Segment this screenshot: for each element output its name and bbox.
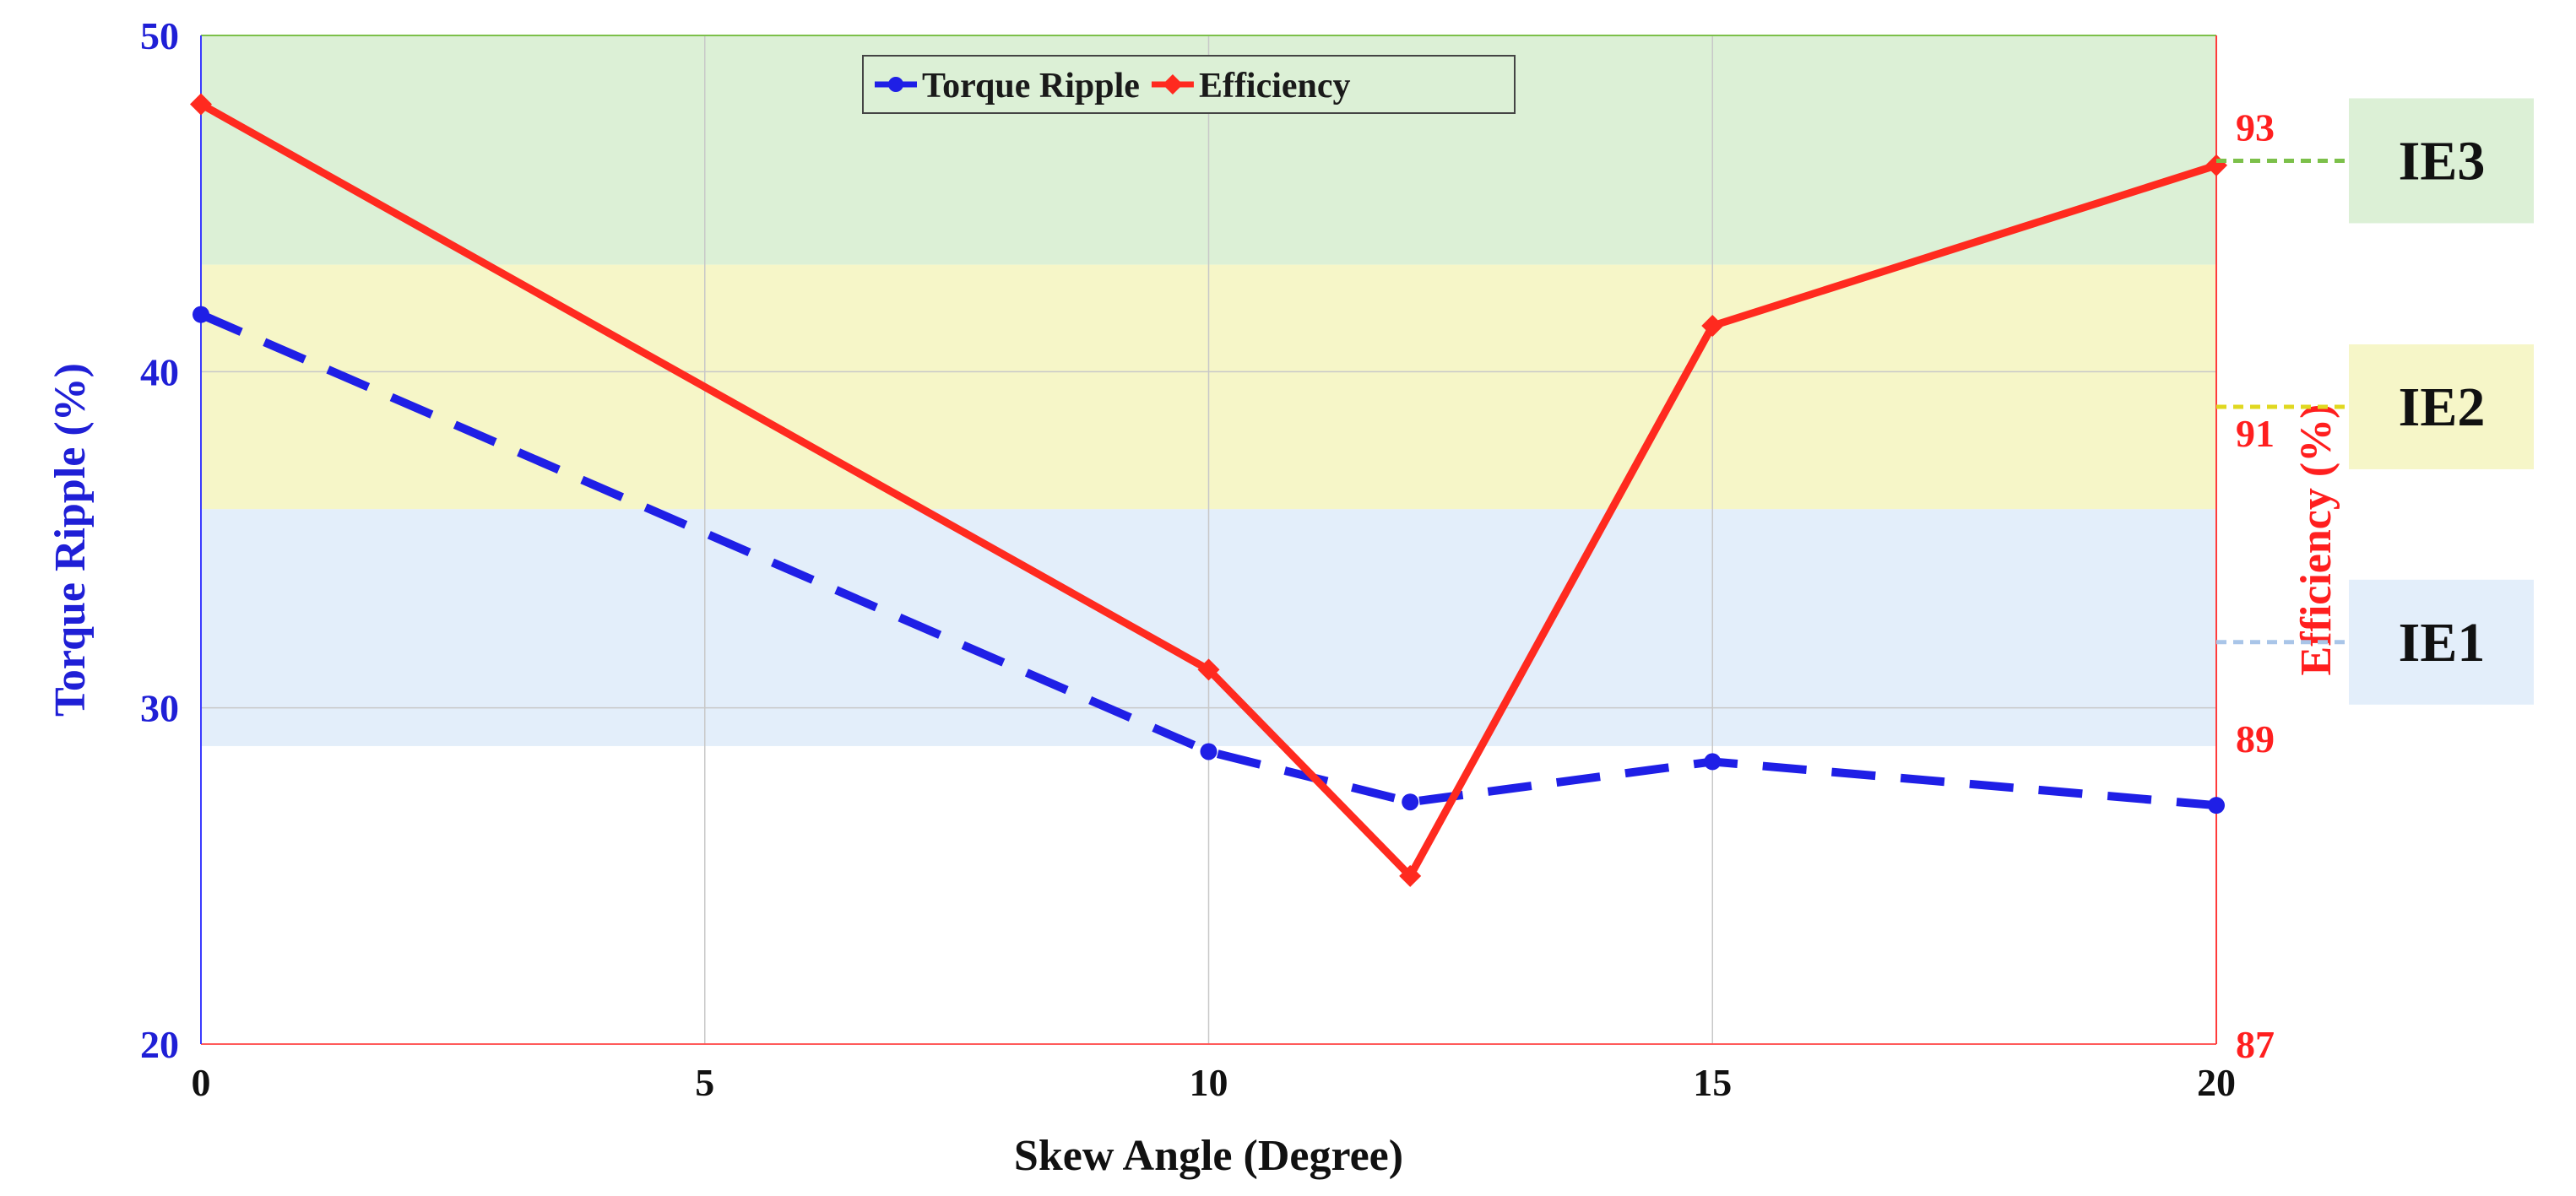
torque-ripple-point xyxy=(193,306,209,323)
x-axis-title: Skew Angle (Degree) xyxy=(1014,1132,1403,1180)
legend-marker-torque-ripple xyxy=(888,77,903,92)
ie1-label: IE1 xyxy=(2399,612,2486,674)
y-left-tick-label: 50 xyxy=(140,14,179,57)
legend-label-torque-ripple: Torque Ripple xyxy=(922,67,1140,106)
x-tick-label: 0 xyxy=(192,1061,211,1104)
torque-ripple-point xyxy=(1402,793,1419,811)
torque-ripple-point xyxy=(1200,743,1217,760)
ie3-label: IE3 xyxy=(2399,130,2486,192)
torque-ripple-point xyxy=(2208,797,2225,814)
efficiency-point xyxy=(190,93,212,116)
y-left-axis-title: Torque Ripple (%) xyxy=(46,363,95,717)
torque-ripple-line xyxy=(199,311,2217,810)
y-right-axis-title: Efficiency (%) xyxy=(2292,403,2340,675)
y-right-tick-label: 87 xyxy=(2236,1023,2275,1066)
x-tick-label: 5 xyxy=(695,1061,714,1104)
ie3-label-box xyxy=(2349,98,2534,224)
x-tick-label: 10 xyxy=(1190,1061,1228,1104)
y-left-tick-label: 20 xyxy=(140,1023,179,1066)
x-tick-label: 20 xyxy=(2197,1061,2236,1104)
legend-marker-efficiency xyxy=(1162,74,1183,95)
x-tick-label: 15 xyxy=(1693,1061,1732,1104)
y-right-tick-label: 91 xyxy=(2236,412,2275,455)
y-left-tick-label: 40 xyxy=(140,350,179,393)
y-left-tick-label: 30 xyxy=(140,687,179,730)
y-right-tick-label: 93 xyxy=(2236,106,2275,149)
efficiency-point xyxy=(1197,658,1220,681)
ie2-label: IE2 xyxy=(2399,376,2486,438)
legend-label-efficiency: Efficiency xyxy=(1199,67,1351,106)
ie1-label-box xyxy=(2349,579,2534,705)
torque-ripple-point xyxy=(1704,753,1722,771)
efficiency-point xyxy=(1701,315,1724,338)
ie2-label-box xyxy=(2349,344,2534,469)
y-right-tick-label: 89 xyxy=(2236,717,2275,760)
efficiency-point xyxy=(1399,864,1422,887)
